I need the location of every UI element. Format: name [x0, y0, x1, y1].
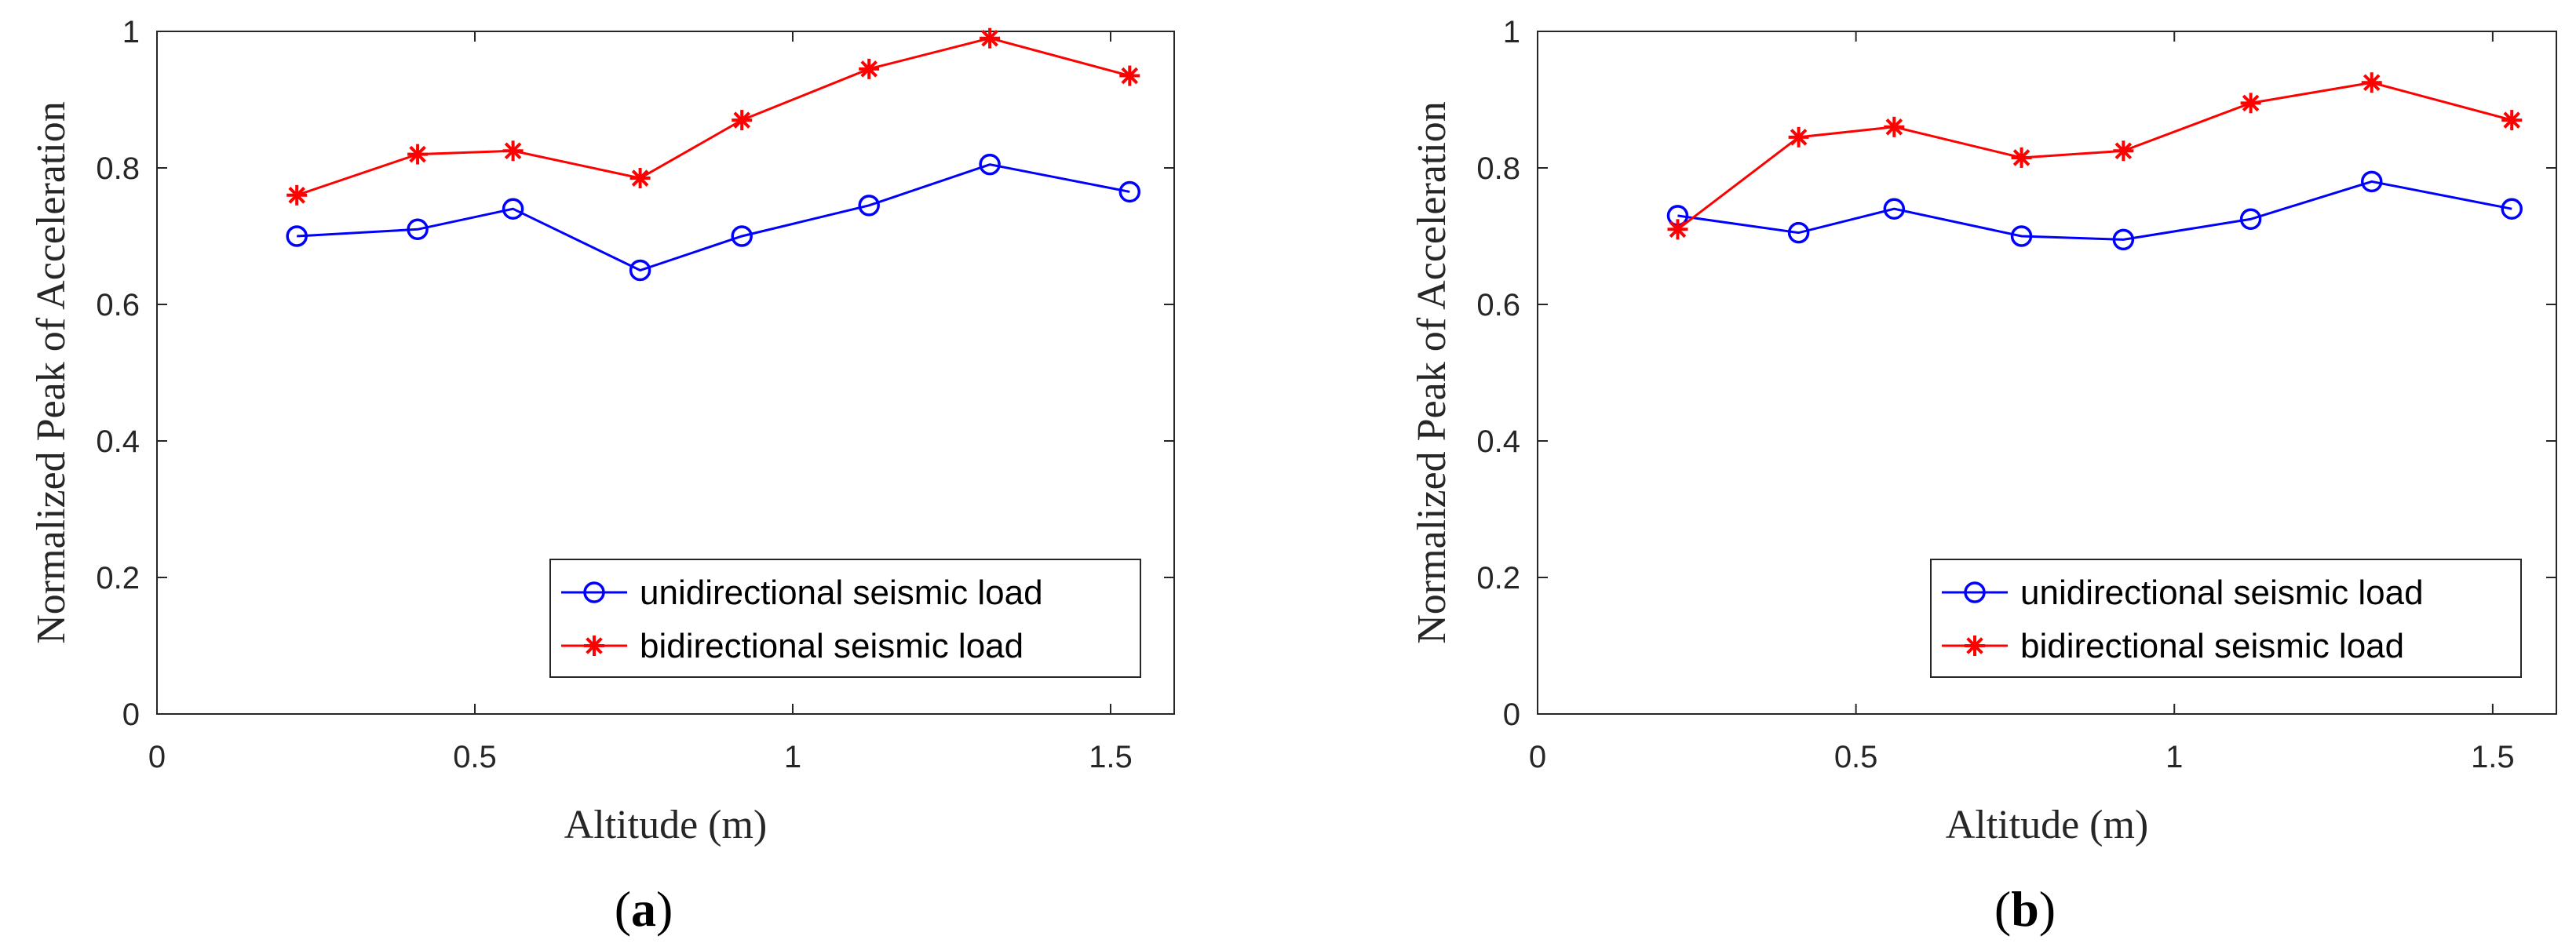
data-point: [858, 195, 880, 217]
legend-marker: [1965, 636, 1985, 656]
data-point: [980, 27, 1001, 49]
data-point: [2239, 208, 2262, 230]
data-point: [2011, 147, 2032, 168]
data-point: [1119, 65, 1140, 86]
data-point: [2112, 228, 2135, 251]
data-point: [2501, 110, 2523, 131]
data-point: [1667, 219, 1688, 240]
data-point: [286, 225, 308, 247]
x-tick-label: 0: [1529, 740, 1546, 774]
y-tick-label: 0.2: [1476, 561, 1520, 596]
series-unidirectional: [1666, 170, 2523, 251]
y-tick-label: 0: [1503, 698, 1520, 732]
x-tick-label: 1: [2166, 740, 2183, 774]
data-point: [502, 140, 524, 162]
legend-label: bidirectional seismic load: [640, 627, 1023, 665]
data-point: [2240, 93, 2261, 114]
data-point: [502, 198, 524, 220]
data-point: [1883, 198, 1906, 220]
caption-open: (: [615, 881, 631, 937]
x-axis-title: Altitude (m): [564, 803, 768, 847]
data-point: [2360, 170, 2383, 193]
caption-letter: b: [2011, 881, 2039, 937]
series-unidirectional: [286, 153, 1141, 282]
y-tick-label: 0.8: [96, 151, 140, 186]
x-tick-label: 1.5: [2471, 740, 2515, 774]
legend-box: [549, 559, 1141, 678]
data-point: [2010, 225, 2033, 247]
data-point: [2361, 72, 2382, 93]
y-tick-label: 0: [122, 698, 140, 732]
x-tick-label: 0: [148, 740, 166, 774]
legend-marker: [584, 636, 604, 656]
data-point: [732, 110, 753, 131]
y-tick-label: 0.4: [1476, 424, 1520, 459]
data-point: [2113, 140, 2134, 162]
legend-box: [1930, 559, 2522, 678]
series-line: [1677, 81, 2512, 231]
legend-item: unidirectional seismic load: [1942, 574, 2424, 612]
y-tick-label: 0.8: [1476, 151, 1520, 186]
data-point: [1118, 180, 1141, 203]
y-tick-label: 1: [122, 15, 140, 49]
legend-item: bidirectional seismic load: [1942, 627, 2404, 665]
y-tick-label: 1: [1503, 15, 1520, 49]
series-line: [296, 37, 1130, 197]
y-tick-label: 0.6: [96, 288, 140, 322]
chart-panel-a: 0 0.5 1 1.5 0 0.2 0.4 0.6 0.8 1 Altitude (m) Normal…: [29, 15, 1175, 937]
data-point: [407, 144, 429, 165]
data-point: [286, 184, 308, 206]
data-point: [979, 153, 1001, 176]
y-tick-label: 0.2: [96, 561, 140, 596]
legend: unidirectional seismic load bidirectional…: [1930, 559, 2522, 678]
series-bidirectional: [286, 27, 1140, 206]
data-point: [2501, 198, 2523, 220]
data-point: [629, 168, 651, 189]
x-tick-label: 1: [784, 740, 801, 774]
chart-panel-b: 0 0.5 1 1.5 0 0.2 0.4 0.6 0.8 1 Altitude (m) Normal…: [1410, 15, 2557, 937]
x-tick-label: 1.5: [1089, 740, 1133, 774]
legend: unidirectional seismic load bidirectional…: [549, 559, 1141, 678]
x-tick-label: 0.5: [453, 740, 497, 774]
y-axis-title: Normalized Peak of Acceleration: [29, 101, 74, 644]
y-axis-title: Normalized Peak of Acceleration: [1410, 101, 1454, 644]
caption-close: ): [656, 881, 673, 937]
caption-close: ): [2039, 881, 2056, 937]
caption-open: (: [1994, 881, 2011, 937]
x-tick-label: 0.5: [1834, 740, 1878, 774]
data-point: [629, 259, 651, 282]
data-point: [1787, 221, 1810, 244]
legend-marker: [583, 581, 605, 603]
panel-caption: (b): [1994, 881, 2056, 937]
legend-marker: [1964, 581, 1986, 603]
panel-caption: (a): [615, 881, 673, 937]
legend-item: bidirectional seismic load: [561, 627, 1023, 665]
y-tick-label: 0.6: [1476, 288, 1520, 322]
series-line: [1677, 180, 2512, 241]
data-point: [859, 58, 880, 79]
caption-letter: a: [631, 881, 656, 937]
series-line: [297, 163, 1130, 272]
series-bidirectional: [1667, 72, 2523, 240]
data-point: [731, 225, 753, 247]
legend-item: unidirectional seismic load: [561, 574, 1043, 612]
data-point: [1884, 116, 1905, 137]
y-tick-label: 0.4: [96, 424, 140, 459]
legend-label: unidirectional seismic load: [640, 574, 1043, 612]
legend-label: bidirectional seismic load: [2020, 627, 2404, 665]
legend-label: unidirectional seismic load: [2020, 574, 2424, 612]
x-axis-title: Altitude (m): [1946, 803, 2149, 847]
data-point: [407, 218, 429, 241]
data-point: [1788, 126, 1809, 148]
